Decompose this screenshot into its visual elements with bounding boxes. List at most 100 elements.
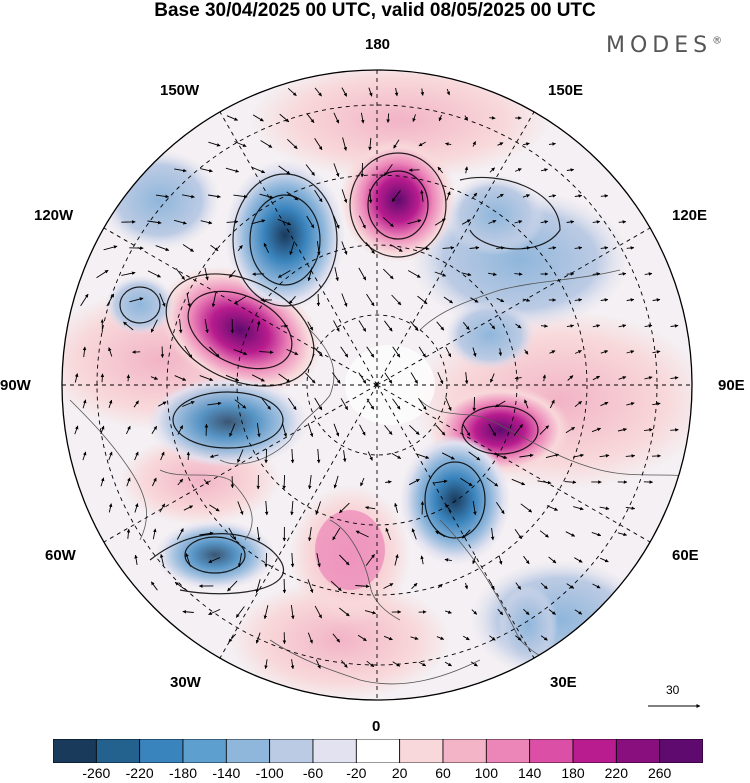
wind-vector	[523, 608, 530, 616]
wind-vector	[446, 88, 450, 96]
wind-vector	[330, 580, 342, 592]
wind-vector	[524, 349, 529, 355]
wind-vector	[490, 373, 495, 383]
colorbar-tick-label: 20	[391, 765, 408, 781]
wind-vector	[391, 190, 401, 202]
wind-vector	[489, 635, 496, 641]
wind-vector	[515, 635, 522, 641]
wind-vector	[133, 400, 139, 408]
wind-vector	[600, 401, 609, 407]
colorbar-tick-label: -180	[168, 765, 198, 781]
wind-vector	[147, 270, 161, 278]
wind-vector	[565, 531, 576, 537]
wind-vector	[385, 480, 392, 484]
wind-vector	[263, 605, 269, 620]
wind-vector	[514, 272, 523, 276]
wind-vector	[522, 298, 531, 302]
wind-vector	[433, 479, 448, 484]
wind-vector	[333, 112, 340, 124]
wind-vector	[549, 350, 556, 354]
wind-vector	[340, 346, 349, 358]
wind-vector	[498, 348, 503, 357]
wind-vector	[174, 168, 187, 173]
wind-vector	[126, 477, 131, 487]
wind-vector	[537, 480, 552, 485]
wind-vector	[599, 453, 610, 458]
wind-vector	[226, 115, 239, 121]
wind-vector	[264, 552, 268, 568]
wind-vector	[256, 527, 261, 542]
wind-vector	[199, 531, 214, 536]
wind-vector	[225, 374, 240, 382]
wind-vector	[159, 503, 166, 513]
wind-vector	[515, 323, 522, 329]
wind-vector	[384, 372, 393, 384]
wind-vector	[160, 451, 165, 461]
wind-vector	[617, 427, 627, 432]
wind-vector	[390, 244, 403, 252]
wind-vector	[358, 215, 366, 229]
wind-vector	[444, 610, 452, 614]
wind-vector	[462, 635, 470, 641]
wind-vector	[256, 423, 261, 438]
wind-vector	[264, 659, 268, 670]
colorbar-swatch	[53, 739, 97, 763]
wind-vector	[670, 428, 679, 432]
wind-vector	[567, 375, 574, 381]
wind-vector	[394, 502, 399, 513]
wind-vector	[338, 502, 350, 514]
wind-vector	[366, 293, 375, 307]
colorbar-tick-label: -260	[82, 765, 111, 781]
wind-vector	[209, 346, 220, 358]
wind-vector	[566, 220, 575, 224]
wind-vector	[176, 528, 184, 540]
wind-vector	[175, 268, 185, 280]
wind-vector	[494, 400, 506, 408]
wind-vector	[566, 324, 575, 328]
wind-vector	[255, 632, 261, 644]
wind-vector	[445, 397, 452, 411]
wind-vector	[618, 376, 627, 380]
wind-vector	[282, 474, 286, 490]
wind-vector	[591, 531, 602, 537]
wind-vector	[434, 218, 446, 226]
wind-vector	[488, 272, 497, 276]
wind-vector	[233, 295, 247, 305]
wind-vector	[418, 661, 427, 667]
lon-label-120e: 120E	[672, 207, 708, 224]
lon-label-180: 180	[365, 36, 391, 53]
wind-vector	[226, 220, 239, 224]
wind-vector	[147, 220, 162, 225]
wind-vector	[471, 609, 478, 615]
wind-vector	[365, 505, 376, 510]
wind-vector	[626, 298, 635, 302]
wind-vector	[286, 191, 299, 201]
wind-vector	[286, 348, 299, 356]
wind-vector	[182, 610, 194, 614]
lon-label-0: 0	[372, 718, 381, 735]
wind-vector	[251, 219, 266, 225]
wind-vector	[358, 372, 367, 384]
wind-vector	[341, 293, 348, 307]
colorbar-swatch	[312, 739, 357, 763]
wind-vector	[227, 580, 238, 592]
wind-vector	[462, 423, 471, 437]
wind-vector	[367, 451, 373, 461]
colorbar-swatch	[182, 739, 227, 763]
wind-vector	[264, 448, 268, 464]
wind-vector	[515, 168, 522, 172]
wind-vector	[468, 451, 481, 461]
wind-vector	[108, 451, 113, 461]
wind-vector	[407, 219, 422, 225]
wind-vector	[565, 426, 576, 434]
lon-label-90e: 90E	[718, 377, 745, 394]
wind-vector	[178, 318, 183, 334]
wind-vector	[407, 270, 421, 278]
wind-vector	[548, 609, 556, 615]
wind-vector	[418, 346, 426, 358]
wind-vector	[277, 218, 292, 226]
wind-vector	[574, 400, 582, 408]
wind-vector	[316, 241, 321, 256]
wind-vector	[233, 194, 248, 199]
wind-vector	[259, 350, 274, 355]
